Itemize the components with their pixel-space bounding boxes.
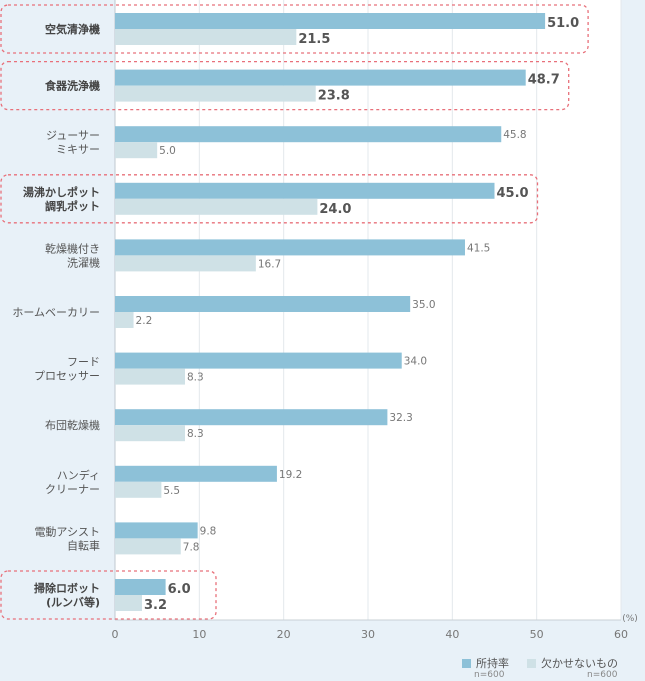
bar-owned bbox=[115, 465, 277, 482]
data-label: 35.0 bbox=[412, 299, 435, 311]
data-label: 7.8 bbox=[183, 541, 200, 553]
x-tick-label: 20 bbox=[277, 628, 291, 641]
category-label: 湯沸かしポット bbox=[23, 185, 100, 199]
category-label: フード bbox=[67, 356, 100, 369]
legend-n-owned: n=600 bbox=[474, 670, 505, 680]
data-label: 8.3 bbox=[187, 372, 204, 384]
category-label: 乾燥機付き bbox=[45, 241, 100, 255]
category-label: ジューサー bbox=[46, 129, 100, 142]
data-label: 5.0 bbox=[159, 145, 176, 157]
legend-n-essential: n=600 bbox=[587, 670, 618, 680]
x-tick-label: 50 bbox=[530, 628, 544, 641]
data-label: 6.0 bbox=[168, 582, 191, 597]
data-label: 45.0 bbox=[497, 186, 529, 201]
bar-owned bbox=[115, 239, 465, 256]
bar-essential bbox=[115, 255, 256, 272]
legend-swatch-essential bbox=[527, 659, 536, 668]
highlight-box bbox=[0, 570, 217, 620]
data-label: 9.8 bbox=[200, 525, 217, 537]
bar-owned bbox=[115, 409, 388, 426]
bar-essential bbox=[115, 29, 297, 45]
x-tick-label: 10 bbox=[192, 628, 206, 641]
data-label: 8.3 bbox=[187, 428, 204, 440]
category-label: プロセッサー bbox=[34, 370, 100, 383]
category-label: ハンディ bbox=[57, 468, 100, 482]
category-label: 電動アシスト bbox=[34, 524, 100, 538]
data-label: 51.0 bbox=[547, 16, 579, 31]
bar-owned bbox=[115, 522, 198, 539]
x-tick-label: 0 bbox=[112, 628, 119, 641]
category-label: 調乳ポット bbox=[45, 199, 100, 213]
category-label: ミキサー bbox=[56, 143, 100, 156]
bar-owned bbox=[115, 182, 495, 199]
x-axis-ticks: 0 10 20 30 40 50 60 bbox=[112, 628, 629, 641]
data-label: 5.5 bbox=[163, 485, 180, 497]
data-label: 32.3 bbox=[389, 412, 412, 424]
highlight-boxes bbox=[0, 4, 589, 620]
legend-item-owned: 所持率 bbox=[462, 655, 509, 671]
highlight-box bbox=[0, 60, 570, 111]
category-label: (ルンバ等) bbox=[46, 595, 100, 609]
highlight-box bbox=[0, 174, 539, 224]
unit-label: (%) bbox=[622, 614, 638, 624]
bar-essential bbox=[115, 142, 158, 159]
data-label: 16.7 bbox=[258, 258, 281, 270]
bar-essential bbox=[115, 312, 134, 328]
category-label: ホームベーカリー bbox=[12, 306, 100, 319]
legend-swatch-owned bbox=[462, 659, 471, 668]
data-label: 48.7 bbox=[528, 73, 560, 88]
bar-owned bbox=[115, 352, 402, 369]
category-label: 自転車 bbox=[67, 538, 100, 552]
bars: 51.0 21.5 48.7 23.8 45.8 5.0 45.0 24.0 41.5 16.7 3… bbox=[115, 13, 579, 613]
category-label: 洗濯機 bbox=[67, 255, 100, 269]
bar-essential bbox=[115, 425, 185, 442]
bar-essential bbox=[115, 198, 318, 215]
x-tick-label: 60 bbox=[614, 628, 628, 641]
category-label: 食器洗浄機 bbox=[45, 79, 100, 93]
data-label: 21.5 bbox=[298, 32, 330, 47]
legend: 所持率 n=600 欠かせないもの n=600 bbox=[462, 655, 642, 681]
data-label: 24.0 bbox=[319, 202, 351, 217]
data-label: 34.0 bbox=[404, 356, 427, 368]
legend-label-owned: 所持率 bbox=[476, 657, 509, 670]
x-tick-label: 40 bbox=[445, 628, 459, 641]
data-label: 45.8 bbox=[503, 129, 526, 141]
bar-essential bbox=[115, 538, 181, 555]
legend-item-essential: 欠かせないもの bbox=[527, 655, 618, 671]
data-label: 23.8 bbox=[318, 89, 350, 104]
category-label: 掃除ロボット bbox=[34, 581, 100, 595]
bar-owned bbox=[115, 13, 546, 29]
category-label: 布団乾燥機 bbox=[45, 418, 100, 432]
data-label: 41.5 bbox=[467, 242, 490, 254]
bar-essential bbox=[115, 481, 162, 498]
category-label: クリーナー bbox=[45, 483, 100, 496]
bar-owned bbox=[115, 579, 166, 595]
legend-label-essential: 欠かせないもの bbox=[541, 657, 618, 670]
bar-essential bbox=[115, 85, 316, 102]
bar-owned bbox=[115, 296, 411, 312]
data-label: 2.2 bbox=[136, 315, 153, 327]
x-tick-label: 30 bbox=[361, 628, 375, 641]
data-label: 19.2 bbox=[279, 469, 302, 481]
data-label: 3.2 bbox=[144, 598, 167, 613]
bar-owned bbox=[115, 69, 526, 86]
bar-essential bbox=[115, 368, 185, 385]
category-label: 空気清浄機 bbox=[45, 22, 100, 36]
bar-owned bbox=[115, 126, 502, 143]
bar-essential bbox=[115, 595, 142, 611]
highlight-box bbox=[0, 4, 589, 54]
category-labels: 空気清浄機食器洗浄機ジューサーミキサー湯沸かしポット調乳ポット乾燥機付き洗濯機ホ… bbox=[12, 22, 100, 609]
